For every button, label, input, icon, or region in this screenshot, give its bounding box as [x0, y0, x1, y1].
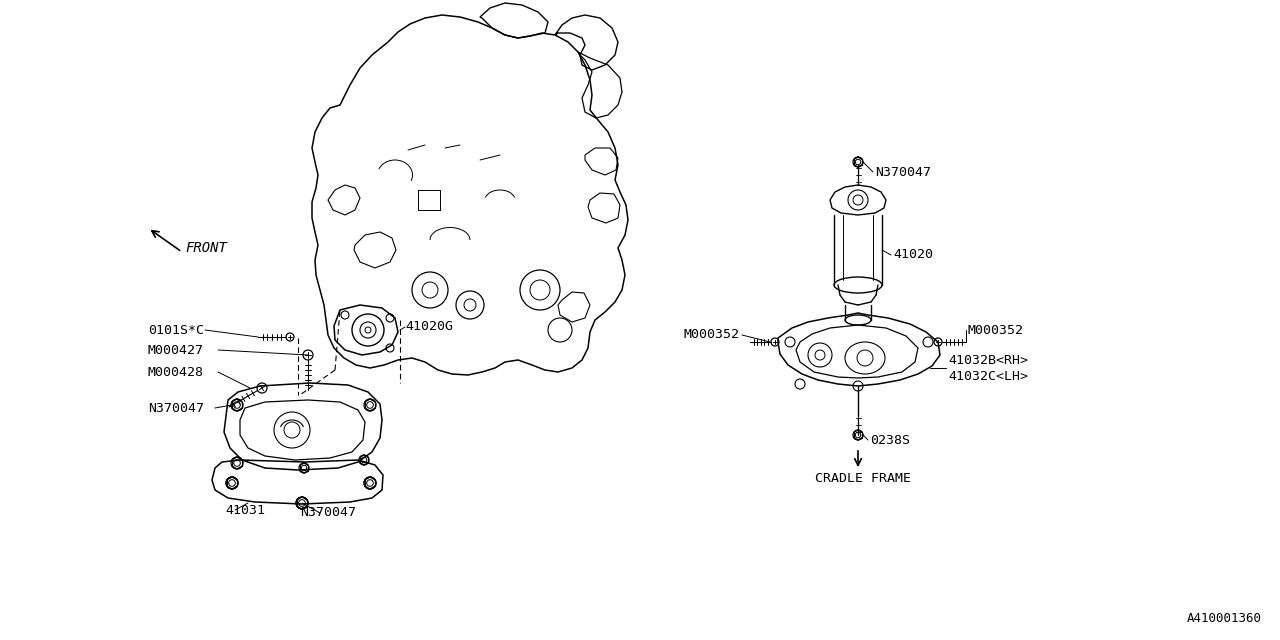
Text: N370047: N370047 — [300, 506, 356, 520]
Text: A410001360: A410001360 — [1187, 611, 1262, 625]
Text: 41032C<LH>: 41032C<LH> — [948, 369, 1028, 383]
Text: 41032B<RH>: 41032B<RH> — [948, 353, 1028, 367]
Text: N370047: N370047 — [876, 166, 931, 179]
Text: N370047: N370047 — [148, 401, 204, 415]
Text: M000427: M000427 — [148, 344, 204, 356]
Text: 41031: 41031 — [225, 504, 265, 516]
Text: M000428: M000428 — [148, 365, 204, 378]
Text: M000352: M000352 — [968, 323, 1024, 337]
Text: CRADLE FRAME: CRADLE FRAME — [815, 472, 911, 484]
Text: 41020G: 41020G — [404, 321, 453, 333]
Text: M000352: M000352 — [684, 328, 739, 342]
Text: FRONT: FRONT — [186, 241, 227, 255]
Text: 0101S*C: 0101S*C — [148, 323, 204, 337]
Text: 41020: 41020 — [893, 248, 933, 262]
Text: 0238S: 0238S — [870, 433, 910, 447]
